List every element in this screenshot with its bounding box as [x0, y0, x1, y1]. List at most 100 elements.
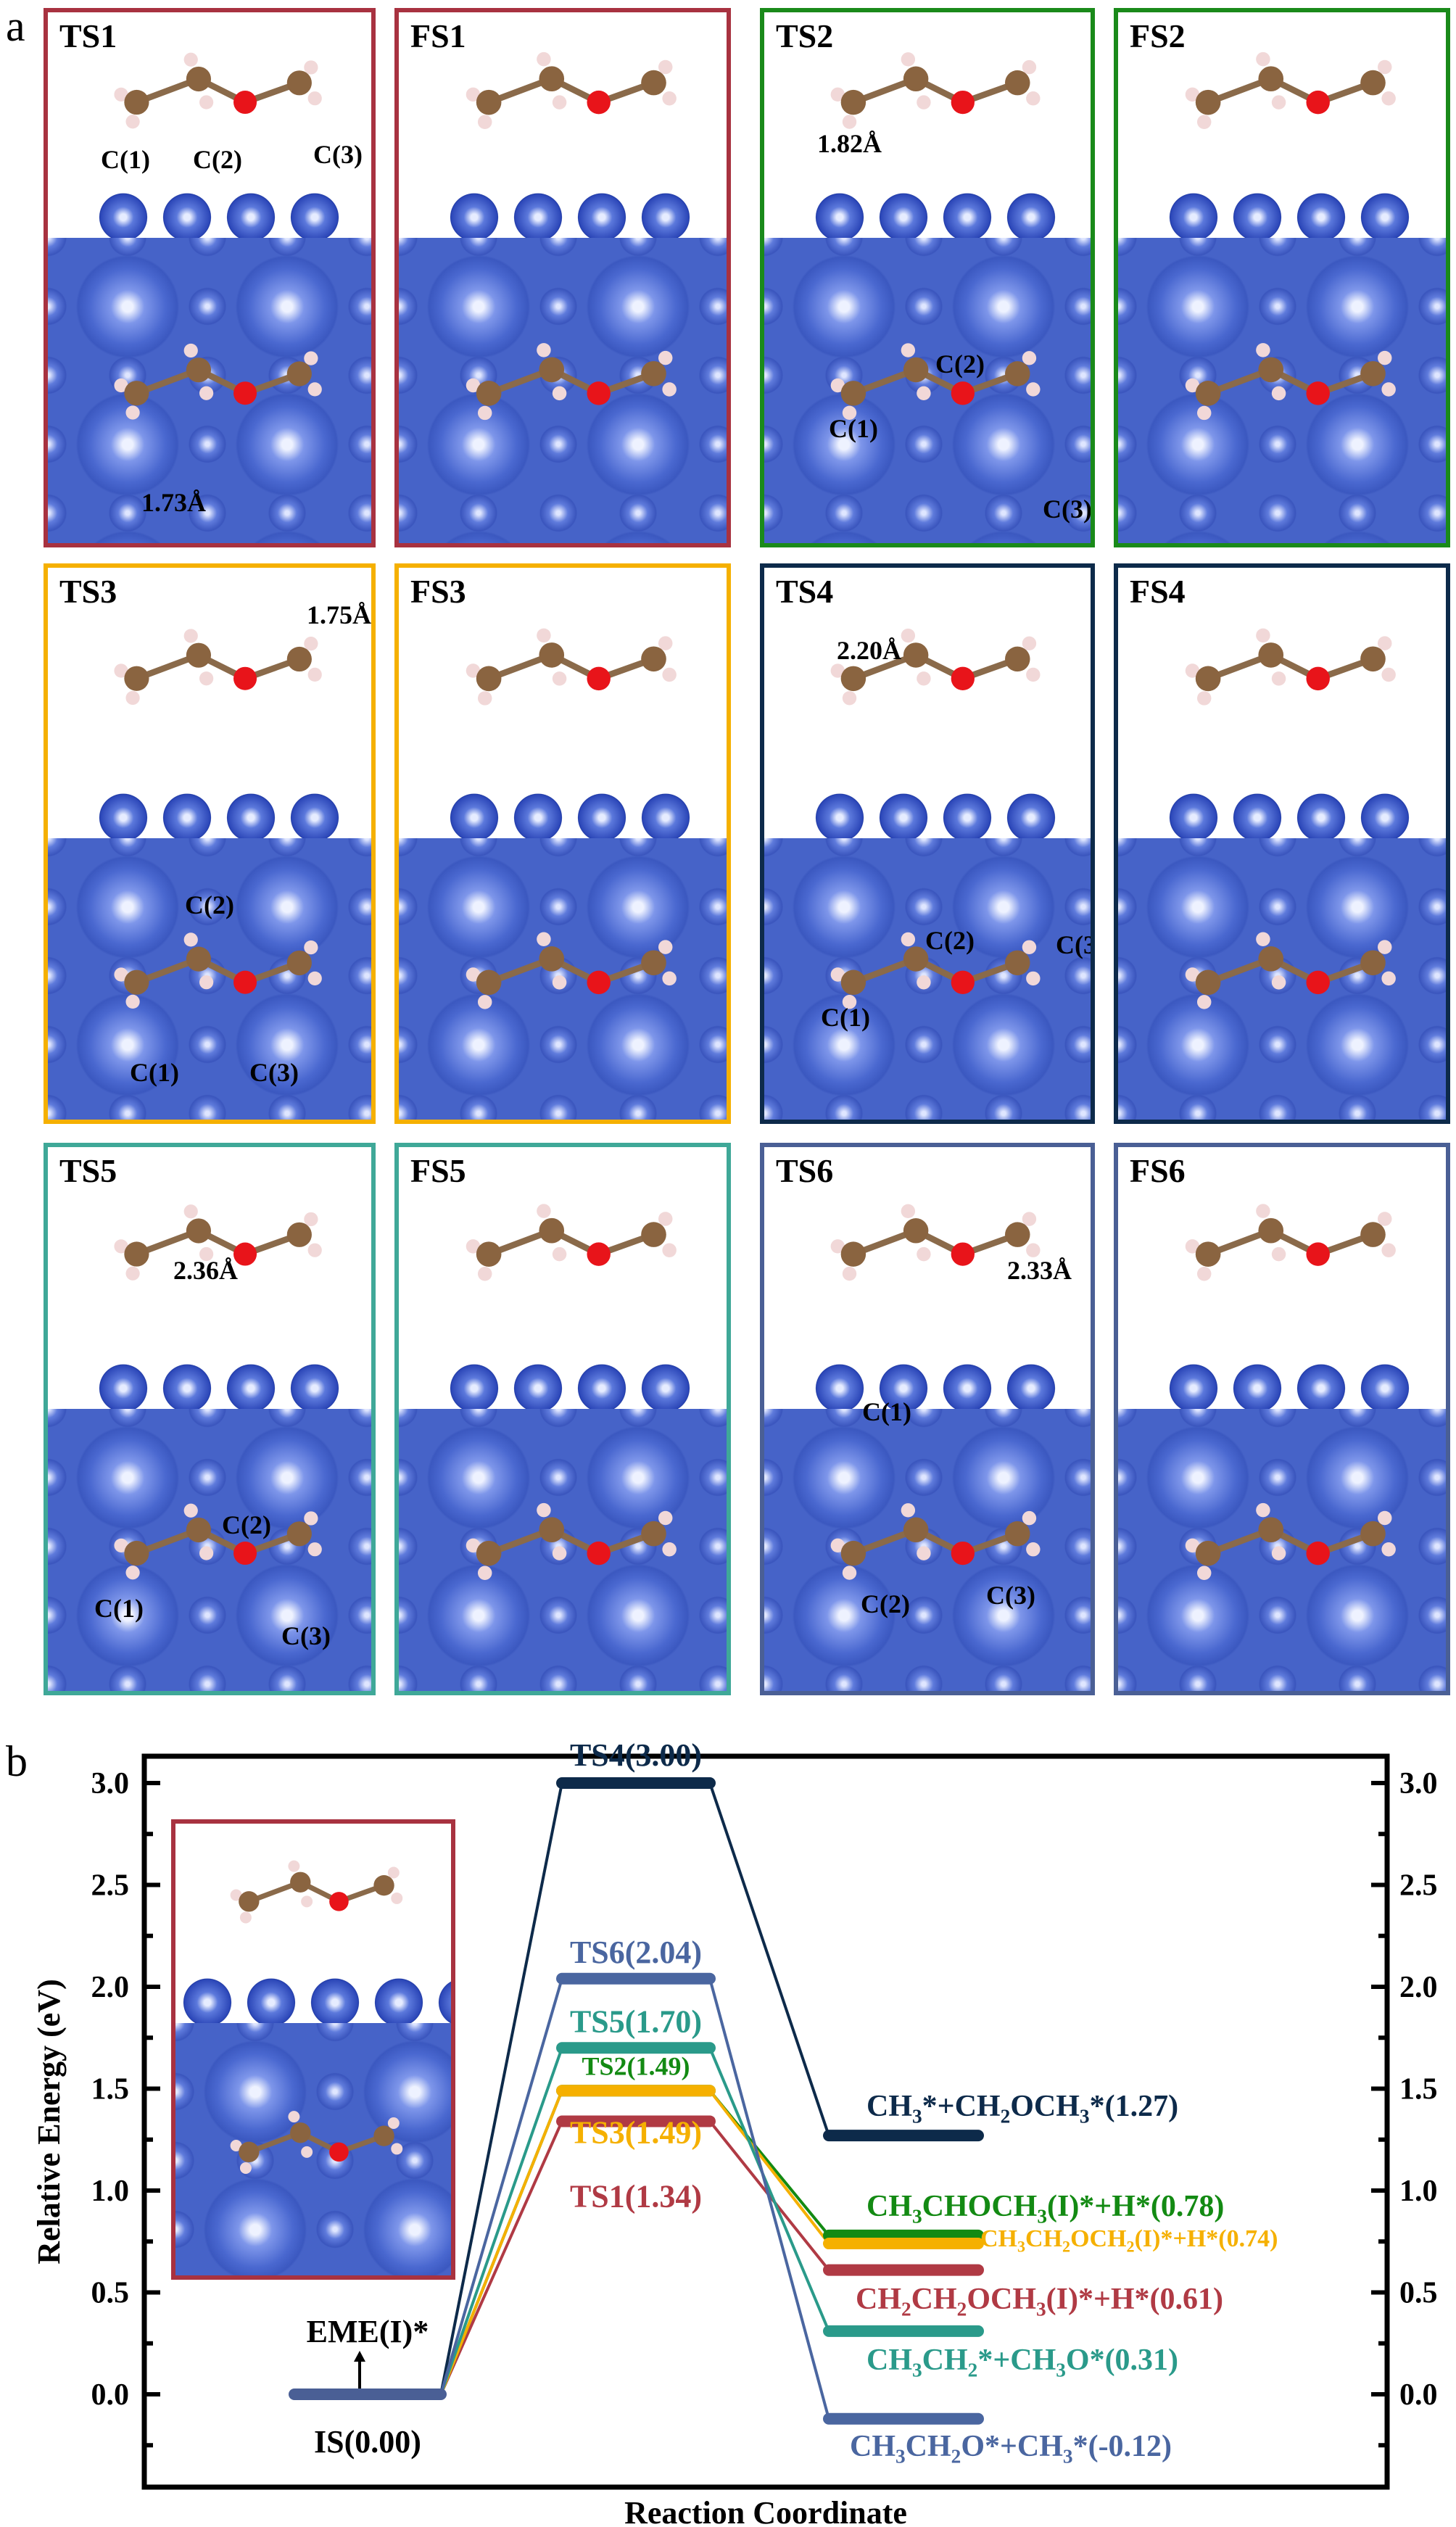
fs-label-ts6: CH3CH2O*+CH3*(-0.12) — [850, 2429, 1172, 2468]
surface-side — [91, 181, 342, 238]
fs-label-ts2: CH3CHOCH3(I)*+H*(0.78) — [866, 2189, 1225, 2228]
molecule-model — [466, 1204, 677, 1281]
molecule-model — [114, 1503, 322, 1580]
surface-side — [808, 782, 1062, 838]
molecule-model — [230, 2111, 403, 2175]
panel-title: TS6 — [776, 1152, 834, 1189]
connector-ts1 — [439, 2120, 563, 2395]
y-tick-label-left: 1.0 — [91, 2175, 130, 2208]
surface-side — [442, 782, 698, 838]
atom-label: C(3) — [1043, 495, 1092, 524]
structure-panel-fs2: FS2 — [1114, 8, 1450, 547]
surface-side — [1162, 782, 1417, 838]
side-view — [399, 1147, 727, 1409]
top-view — [48, 238, 371, 543]
connector-ts6 — [439, 1978, 563, 2395]
top-view — [399, 838, 727, 1120]
top-view — [48, 1409, 371, 1691]
surface-side — [175, 1966, 451, 2023]
structure-panel-fs1: FS1 — [394, 8, 731, 547]
connector-ts5 — [439, 2047, 563, 2395]
molecule-model — [114, 343, 322, 420]
y-tick-label-left: 0.5 — [91, 2277, 130, 2310]
inset-structure-panel — [171, 1819, 455, 2280]
ts-label-ts5: TS5(1.70) — [570, 2003, 702, 2039]
y-axis-label: Relative Energy (eV) — [31, 1979, 67, 2264]
molecule-model — [114, 1204, 322, 1281]
molecule-model — [114, 932, 322, 1009]
surface-side — [442, 1352, 698, 1409]
molecule-model — [1185, 343, 1396, 421]
structure-panel-ts5: TS5 2.36Å C(2) C(1) C(3) — [44, 1143, 376, 1695]
molecule-model — [1185, 628, 1396, 706]
y-tick-label-left: 2.0 — [91, 1971, 130, 2004]
connector-ts3 — [439, 2090, 563, 2395]
distance-label: 1.73Å — [141, 488, 206, 517]
y-tick-label-left: 3.0 — [91, 1767, 130, 1800]
molecule-model — [114, 629, 322, 706]
panel-a-label: a — [6, 2, 25, 50]
atom-label: C(2) — [935, 350, 985, 379]
eme-label: EME(I)* — [307, 2314, 429, 2349]
surface-side — [1162, 1352, 1417, 1409]
molecule-model — [830, 52, 1041, 129]
surface-side — [442, 181, 698, 238]
structure-panel-fs3: FS3 — [394, 563, 731, 1124]
is-label: IS(0.00) — [314, 2424, 421, 2460]
molecule-model — [466, 1502, 677, 1581]
distance-label: 1.82Å — [817, 129, 882, 158]
top-view — [1118, 838, 1446, 1120]
y-tick-label-right: 0.5 — [1399, 2277, 1438, 2310]
distance-label: 1.75Å — [307, 600, 371, 629]
ts-label-ts1: TS1(1.34) — [570, 2178, 702, 2214]
atom-label: C(1) — [101, 145, 150, 174]
atom-label: C(1) — [94, 1594, 144, 1623]
arrow-head-icon — [354, 2351, 365, 2362]
molecule-model — [466, 628, 677, 706]
molecule-model — [466, 932, 677, 1009]
atom-label: C(2) — [193, 145, 242, 174]
distance-label: 2.36Å — [173, 1256, 238, 1285]
atom-label: C(2) — [861, 1589, 910, 1618]
y-tick-label-right: 3.0 — [1399, 1767, 1438, 1800]
structure-panel-fs5: FS5 — [394, 1143, 731, 1695]
atom-label: C(3) — [313, 140, 363, 169]
ts-label-ts6: TS6(2.04) — [570, 1935, 702, 1970]
molecule-model — [830, 629, 1041, 706]
atom-label: C(2) — [185, 890, 234, 919]
connector-ts2 — [708, 2090, 830, 2237]
y-tick-label-right: 1.5 — [1399, 2073, 1438, 2106]
surface-side — [1162, 181, 1417, 238]
y-tick-label-right: 0.0 — [1399, 2378, 1438, 2412]
connector-ts1 — [708, 2120, 830, 2271]
top-view — [48, 838, 371, 1120]
side-view — [48, 12, 371, 238]
y-tick-label-right: 1.0 — [1399, 2175, 1438, 2208]
structure-panel-fs6: FS6 — [1114, 1143, 1450, 1695]
distance-label: 2.20Å — [837, 636, 901, 665]
panel-title: FS3 — [410, 573, 466, 610]
ts-label-ts3: TS3(1.49) — [570, 2114, 702, 2150]
side-view — [764, 1147, 1091, 1409]
structure-panel-ts6: TS6 2.33Å C(1) C(2) C(3) — [760, 1143, 1095, 1695]
side-view — [764, 568, 1091, 838]
panel-title: TS1 — [59, 17, 117, 54]
connector-ts2 — [439, 2090, 563, 2395]
fs-label-ts5: CH3CH2*+CH3O*(0.31) — [866, 2343, 1179, 2381]
panel-title: FS5 — [410, 1152, 466, 1189]
side-view — [399, 12, 727, 238]
molecule-model — [466, 51, 677, 129]
panel-title: TS5 — [59, 1152, 117, 1189]
top-view — [399, 238, 727, 543]
side-view — [1118, 568, 1446, 838]
y-tick-label-left: 0.0 — [91, 2378, 130, 2412]
molecule-model — [830, 343, 1041, 420]
molecule-model — [830, 932, 1041, 1009]
y-tick-label-left: 2.5 — [91, 1869, 130, 1903]
surface-side — [808, 181, 1062, 238]
atom-label: C(3) — [1056, 930, 1091, 959]
molecule-model — [830, 1204, 1041, 1281]
surface-side — [808, 1352, 1062, 1409]
molecule-model — [1185, 51, 1396, 129]
